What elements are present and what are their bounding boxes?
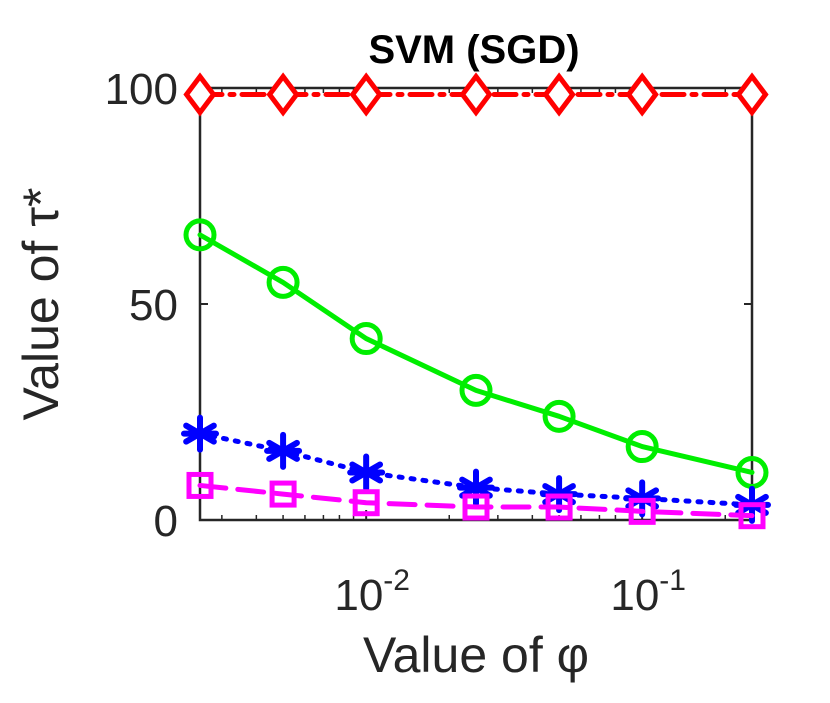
circle-marker — [266, 265, 300, 299]
y-axis-label: Value of τ* — [13, 188, 69, 421]
circle-marker — [625, 430, 659, 464]
series-line — [197, 232, 755, 475]
circle-marker — [459, 373, 493, 407]
circle-marker — [542, 399, 576, 433]
asterisk-marker — [264, 431, 303, 470]
square-marker — [545, 493, 573, 521]
y-tick-label: 50 — [129, 281, 178, 330]
asterisk-marker — [181, 414, 219, 453]
square-marker — [186, 471, 214, 499]
diamond-marker — [542, 72, 576, 117]
series-red-diamond-dashdot — [183, 72, 769, 117]
diamond-marker — [349, 72, 383, 117]
circle-marker — [349, 322, 383, 356]
x-tick-label: 10-2 — [334, 564, 410, 620]
diamond-marker — [459, 72, 493, 117]
square-marker — [628, 497, 656, 525]
series-line — [197, 482, 755, 519]
square-marker — [352, 489, 380, 517]
asterisk-marker — [347, 453, 386, 492]
x-axis-label: Value of φ — [363, 627, 589, 683]
diamond-marker — [183, 72, 217, 117]
x-tick-label: 10-1 — [610, 564, 686, 620]
diamond-marker — [625, 72, 659, 117]
y-tick-label: 100 — [105, 65, 178, 114]
square-marker — [269, 480, 297, 508]
chart-title: SVM (SGD) — [368, 28, 579, 72]
circle-marker — [183, 218, 217, 252]
ticks: 0 50 100 10-2 10-1 — [105, 65, 752, 620]
y-tick-label: 0 — [154, 497, 178, 546]
square-marker — [462, 493, 490, 521]
diamond-marker — [266, 72, 300, 117]
series-layer — [181, 72, 771, 530]
square-marker — [738, 502, 766, 530]
diamond-marker — [735, 72, 769, 117]
series-green-circle-solid — [183, 218, 769, 489]
series-magenta-square-dashed — [186, 471, 766, 530]
